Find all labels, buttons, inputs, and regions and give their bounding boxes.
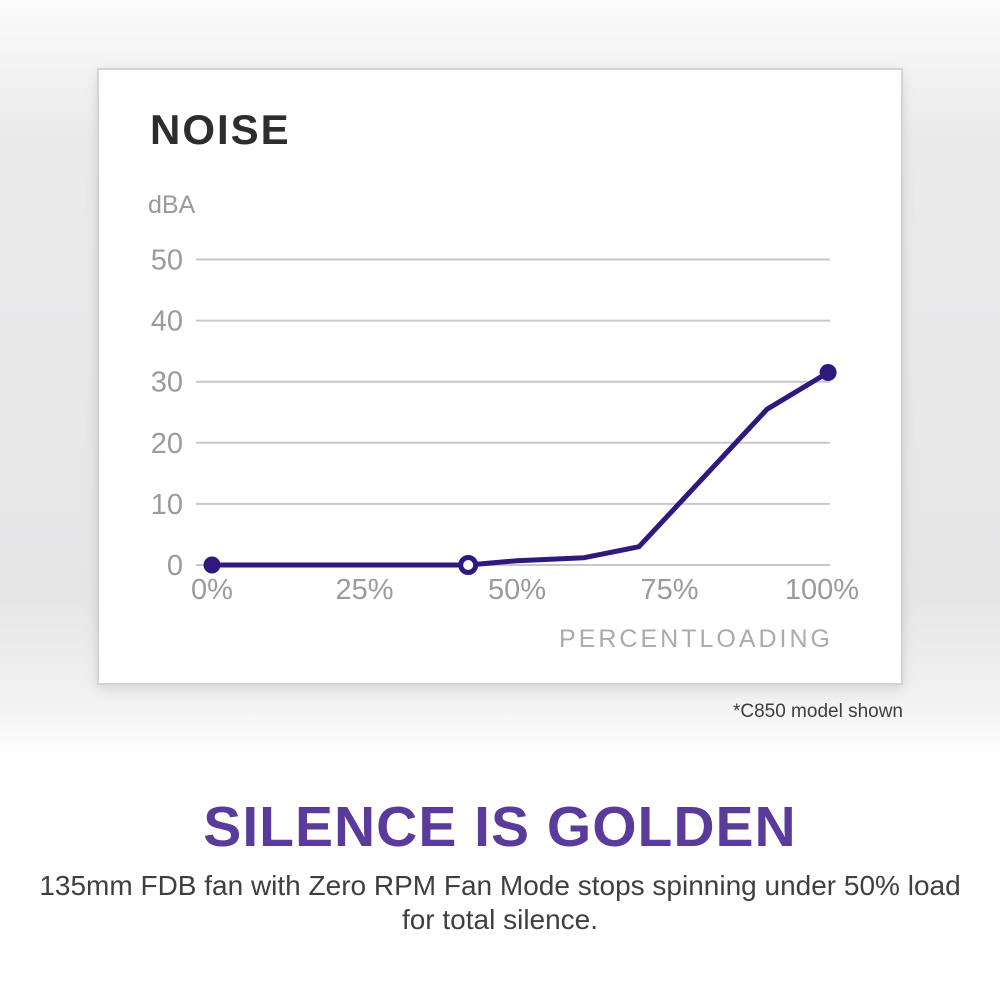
x-tick-label-75: 75% [640, 574, 698, 606]
y-tick-label-20: 20 [151, 428, 183, 460]
chart-grid-and-data: 0 10 20 30 40 50 0% 25% 50% 75% 100% [151, 245, 859, 607]
noise-chart-svg: dBA 0 10 20 30 40 50 0% 25% 50% 75% 100% PERCENTLO… [148, 191, 859, 653]
y-axis-unit-label: dBA [148, 191, 196, 219]
x-axis-title: PERCENTLOADING [559, 625, 833, 653]
noise-data-line [209, 370, 831, 568]
x-tick-label-100: 100% [785, 574, 859, 606]
model-footnote: *C850 model shown [732, 701, 903, 722]
y-tick-label-40: 40 [151, 306, 183, 338]
noise-chart-card: NOISE dBA 0 10 20 30 40 50 0% 25% 50% 75% 100% PER… [97, 68, 903, 685]
chart-title: NOISE [150, 106, 291, 153]
y-tick-label-50: 50 [151, 245, 183, 277]
y-tick-label-0: 0 [167, 550, 183, 582]
tagline-heading: SILENCE IS GOLDEN [203, 795, 797, 859]
data-point-filled-0 [203, 556, 221, 574]
data-point-filled-6 [819, 364, 837, 382]
data-point-open-1 [458, 555, 479, 575]
y-tick-label-10: 10 [151, 489, 183, 521]
x-tick-label-25: 25% [335, 574, 393, 606]
y-tick-label-30: 30 [151, 367, 183, 399]
tagline-description: 135mm FDB fan with Zero RPM Fan Mode sto… [39, 870, 961, 936]
x-tick-label-50: 50% [488, 574, 546, 606]
x-tick-label-0: 0% [191, 574, 233, 606]
